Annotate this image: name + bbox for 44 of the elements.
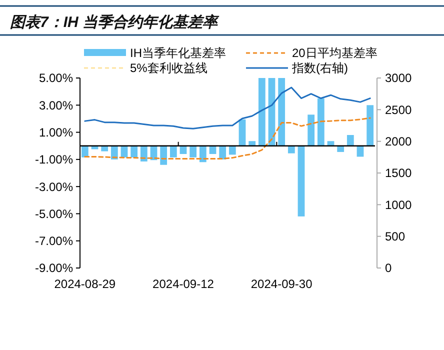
y-tick-label: -3.00% xyxy=(34,180,74,194)
bar xyxy=(248,141,256,146)
y2-tick-label: 2500 xyxy=(385,102,412,117)
bar xyxy=(288,146,295,154)
y-tick-label: -5.00% xyxy=(34,206,74,221)
bar xyxy=(258,78,266,146)
legend-label: 5%套利收益线 xyxy=(130,61,208,76)
bar xyxy=(238,119,246,146)
bar xyxy=(160,146,168,165)
y-tick-label: -9.00% xyxy=(34,261,74,276)
y2-tick-label: 2000 xyxy=(385,134,412,149)
y2-tick-label: 1500 xyxy=(385,166,412,180)
x-tick-label: 2024-09-12 xyxy=(152,277,214,291)
bar xyxy=(101,146,108,152)
y2-tick-label: 0 xyxy=(385,261,392,276)
line-series xyxy=(84,117,371,160)
bar xyxy=(337,146,344,152)
y-tick-label: 1.00% xyxy=(38,125,74,140)
bar xyxy=(140,146,148,162)
bar xyxy=(190,146,197,158)
legend-label: 20日平均基差率 xyxy=(292,46,378,60)
bar xyxy=(366,105,374,146)
legend-label: IH当季年化基差率 xyxy=(130,46,226,60)
x-tick-label: 2024-09-30 xyxy=(250,277,313,291)
legend-label: 指数(右轴) xyxy=(291,61,348,76)
bar xyxy=(298,146,305,216)
y-tick-label: 3.00% xyxy=(38,98,74,112)
x-tick-label: 2024-08-29 xyxy=(54,277,116,291)
line-series xyxy=(84,86,371,130)
y-tick-label: -1.00% xyxy=(34,152,74,167)
y-tick-label: -7.00% xyxy=(34,234,74,248)
y-tick-label: 5.00% xyxy=(38,71,74,86)
bar xyxy=(278,78,286,146)
y2-tick-label: 1000 xyxy=(385,198,412,212)
bar xyxy=(199,146,206,162)
bar xyxy=(317,98,324,146)
y2-tick-label: 500 xyxy=(385,230,406,244)
chart-title: 图表7：IH 当季合约年化基差率 xyxy=(10,13,220,31)
bar xyxy=(346,135,354,146)
y2-tick-label: 3000 xyxy=(385,71,412,86)
bar xyxy=(228,146,236,155)
bar xyxy=(308,114,315,146)
bar xyxy=(170,146,177,158)
bar xyxy=(130,146,138,158)
